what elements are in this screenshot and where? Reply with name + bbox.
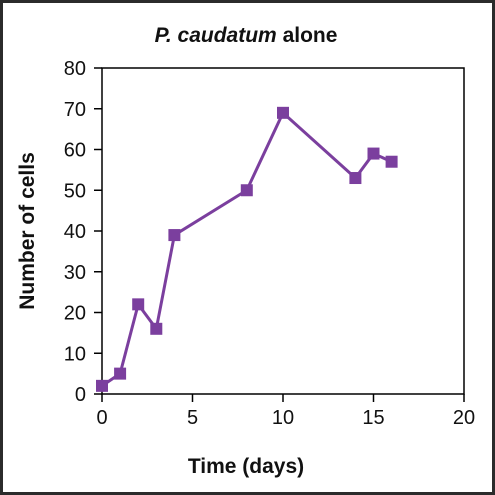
data-point-marker [240,184,253,197]
data-point-marker [367,147,380,160]
y-tick-label: 20 [64,303,86,325]
y-axis-label: Number of cells [16,152,39,310]
data-point-marker [132,298,145,311]
x-tick-label: 10 [272,407,294,429]
y-tick-label: 40 [64,221,86,243]
y-tick-label: 70 [64,99,86,121]
y-axis-ticks: 0 10 20 30 40 50 60 70 80 [64,58,102,406]
y-tick-label: 80 [64,58,86,80]
data-point-marker [385,155,398,168]
data-point-marker [277,106,289,119]
data-point-marker [168,229,181,242]
y-tick-label: 50 [64,180,86,202]
x-tick-label: 15 [362,407,384,429]
chart-title-rest: alone [277,24,338,47]
x-tick-label: 20 [453,407,475,429]
series-line [101,111,393,388]
x-axis-label: Time (days) [188,455,304,478]
x-axis-ticks: 0 5 10 15 20 [96,394,475,429]
y-tick-label: 30 [64,262,86,284]
series-layer [96,106,398,392]
data-point-marker [349,172,362,185]
y-tick-label: 60 [64,140,86,162]
x-tick-label: 5 [187,407,198,429]
x-tick-label: 0 [96,407,107,429]
data-point-marker [114,367,127,380]
chart-title: P. caudatum alone [155,24,338,47]
data-point-marker [150,322,163,335]
chart-frame [3,3,492,492]
data-point-marker [96,379,108,392]
y-tick-label: 0 [75,384,86,406]
y-tick-label: 10 [64,343,86,365]
chart-title-italic: P. caudatum [155,24,277,47]
